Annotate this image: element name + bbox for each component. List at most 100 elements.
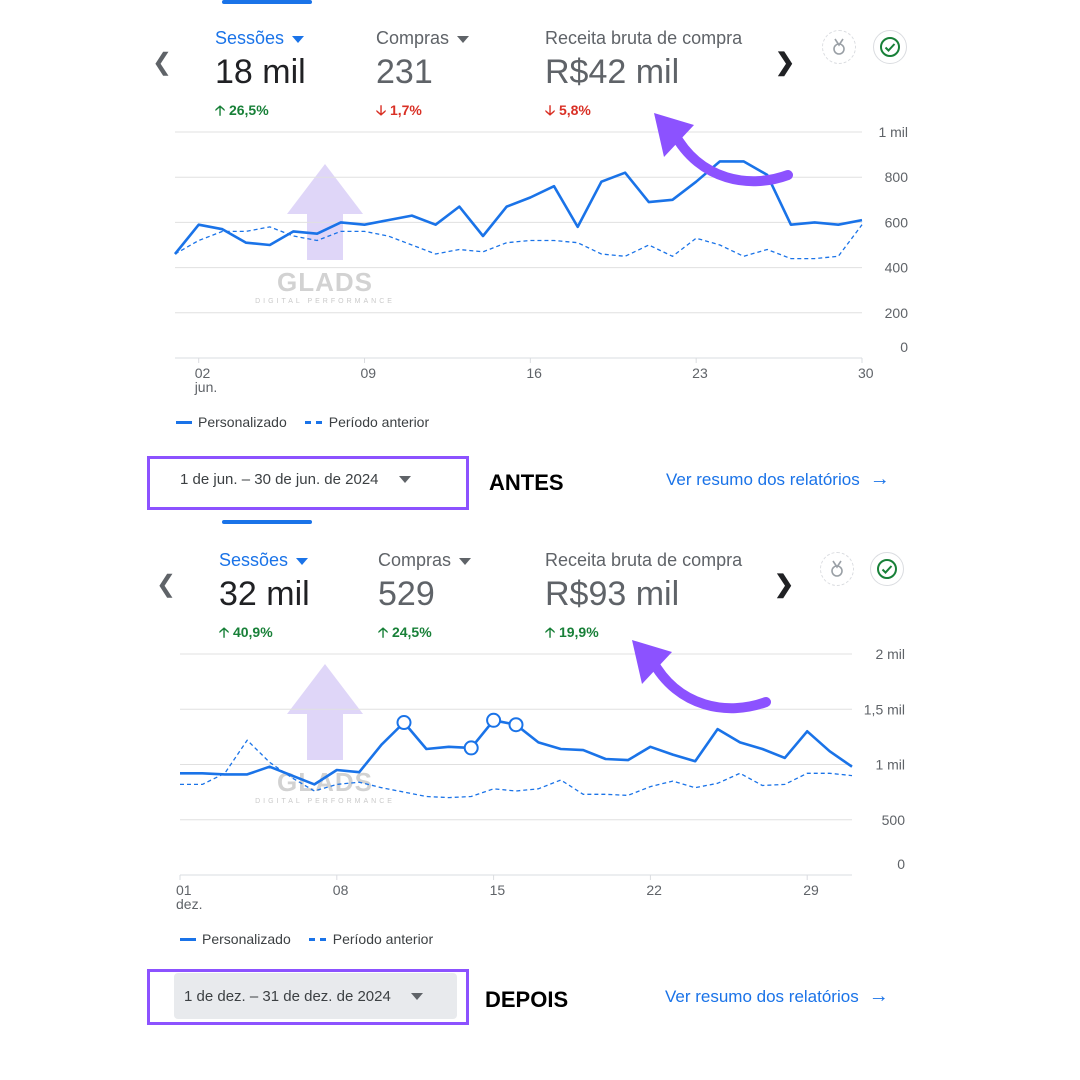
metric-compras[interactable]: Compras 529 🡡 24,5%	[378, 550, 472, 646]
metric-change-value: 24,5%	[391, 624, 432, 640]
x-tick-label: 08	[333, 882, 349, 898]
legend-current: Personalizado	[202, 931, 291, 947]
arrow-right-icon: →	[869, 468, 890, 490]
chevron-left-icon[interactable]: ❮	[152, 49, 173, 76]
data-point-marker[interactable]	[486, 712, 502, 728]
watermark-sub: DIGITAL PERFORMANCE	[255, 298, 395, 305]
x-tick-label: 23	[692, 365, 708, 381]
chart-legend: Personalizado Período anterior	[180, 931, 433, 947]
metric-change: 🡡 26,5%	[215, 100, 306, 124]
metric-change-value: 19,9%	[558, 624, 599, 640]
metric-compras[interactable]: Compras 231 🡣 1,7%	[376, 28, 470, 124]
x-tick-label: 01	[176, 882, 192, 898]
data-point-marker[interactable]	[508, 717, 524, 733]
metric-change: 🡣 1,7%	[376, 100, 469, 124]
data-point-marker[interactable]	[463, 740, 479, 756]
chevron-right-icon[interactable]: ❯	[774, 571, 795, 598]
tag-label: ANTES	[489, 470, 564, 495]
caret-down-icon	[457, 35, 470, 43]
metric-label: Compras	[376, 28, 450, 48]
report-link-label: Ver resumo dos relatórios	[665, 986, 859, 1006]
metric-label: Receita bruta de compra	[545, 550, 743, 570]
highlight-curved-arrow-icon	[632, 640, 771, 714]
legend-dashed-swatch	[308, 937, 327, 941]
x-tick-label: 29	[803, 882, 819, 898]
tag-label: DEPOIS	[485, 987, 569, 1012]
report-summary-link[interactable]: Ver resumo dos relatórios →	[665, 985, 889, 1008]
y-tick-label: 200	[885, 305, 909, 321]
check-circle-icon[interactable]	[870, 552, 904, 586]
y-tick-label: 2 mil	[875, 646, 905, 662]
y-tick-label: 0	[900, 339, 908, 355]
panel-depois: ❮ Sessões 32 mil 🡡 40,9% Compras 529 🡡 2…	[0, 520, 1080, 1060]
caret-down-icon	[410, 992, 423, 1000]
watermark-logo-icon	[287, 164, 363, 260]
legend-solid-swatch	[176, 420, 192, 424]
y-tick-label: 0	[897, 856, 905, 872]
date-range-highlight	[147, 969, 469, 1025]
award-icon[interactable]	[820, 552, 854, 586]
series-line-previous	[174, 224, 863, 260]
check-circle-icon[interactable]	[873, 30, 907, 64]
active-tab-indicator	[222, 0, 312, 4]
active-tab-indicator	[222, 520, 312, 524]
arrow-right-icon: →	[868, 985, 889, 1007]
metric-change: 🡡 24,5%	[378, 622, 471, 646]
legend-solid-swatch	[180, 937, 196, 941]
metric-change-value: 5,8%	[558, 102, 591, 118]
metric-change: 🡡 40,9%	[219, 622, 310, 646]
x-tick-label: 22	[646, 882, 662, 898]
x-tick-sublabel: jun.	[194, 379, 218, 395]
metric-value: 18 mil	[215, 53, 306, 91]
data-point-marker[interactable]	[396, 715, 412, 731]
y-tick-label: 500	[882, 812, 906, 828]
arrow-down-icon: 🡣	[545, 102, 556, 118]
date-range-selector[interactable]: 1 de jun. – 30 de jun. de 2024	[170, 460, 446, 498]
chevron-left-icon[interactable]: ❮	[156, 571, 177, 598]
caret-down-icon	[292, 35, 305, 43]
metric-label: Sessões	[215, 28, 285, 48]
metric-label: Receita bruta de compra	[545, 28, 743, 48]
x-tick-label: 02	[195, 365, 211, 381]
y-tick-label: 600	[885, 214, 909, 230]
award-icon[interactable]	[822, 30, 856, 64]
caret-down-icon	[459, 557, 472, 565]
x-tick-label: 16	[526, 365, 542, 381]
legend-dashed-swatch	[304, 420, 323, 424]
caret-down-icon	[398, 475, 411, 483]
metric-change: 🡣 5,8%	[545, 100, 742, 124]
metric-change: 🡡 19,9%	[545, 622, 742, 646]
metric-receita[interactable]: Receita bruta de compra R$93 mil 🡡 19,9%	[545, 550, 742, 646]
date-range-label: 1 de dez. – 31 de dez. de 2024	[184, 987, 391, 1005]
metric-change-value: 40,9%	[232, 624, 273, 640]
report-summary-link[interactable]: Ver resumo dos relatórios →	[666, 468, 890, 491]
metric-value: R$93 mil	[545, 575, 680, 613]
arrow-up-icon: 🡡	[378, 624, 389, 640]
metric-value: 32 mil	[219, 575, 310, 613]
metric-change-value: 26,5%	[228, 102, 269, 118]
watermark-logo-icon	[287, 664, 363, 760]
arrow-up-icon: 🡡	[545, 624, 556, 640]
metric-sessoes[interactable]: Sessões 32 mil 🡡 40,9%	[219, 550, 310, 646]
date-range-selector[interactable]: 1 de dez. – 31 de dez. de 2024	[174, 973, 457, 1019]
y-tick-label: 800	[885, 169, 909, 185]
metric-label: Compras	[378, 550, 452, 570]
chevron-right-icon[interactable]: ❯	[775, 49, 796, 76]
metric-value: R$42 mil	[545, 53, 680, 91]
y-tick-label: 400	[885, 260, 909, 276]
x-tick-label: 15	[490, 882, 506, 898]
metric-receita[interactable]: Receita bruta de compra R$42 mil 🡣 5,8%	[545, 28, 742, 124]
x-tick-label: 30	[858, 365, 874, 381]
date-range-label: 1 de jun. – 30 de jun. de 2024	[180, 470, 379, 488]
metric-sessoes[interactable]: Sessões 18 mil 🡡 26,5%	[215, 28, 306, 124]
y-tick-label: 1 mil	[878, 124, 908, 140]
panel-antes: ❮ Sessões 18 mil 🡡 26,5% Compras 231 🡣 1…	[147, 0, 909, 510]
y-tick-label: 1 mil	[875, 757, 905, 773]
series-line-current	[173, 160, 863, 255]
highlight-curved-arrow-icon	[654, 113, 793, 187]
arrow-down-icon: 🡣	[376, 102, 387, 118]
arrow-up-icon: 🡡	[219, 624, 230, 640]
watermark-sub: DIGITAL PERFORMANCE	[255, 798, 395, 805]
